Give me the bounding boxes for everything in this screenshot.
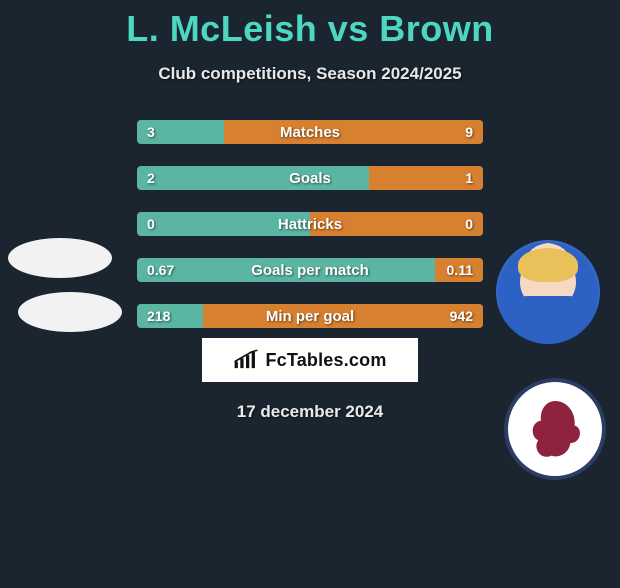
player-right-avatar — [496, 240, 600, 344]
stat-right-value: 9 — [465, 124, 473, 140]
stat-left-value: 0.67 — [147, 262, 174, 278]
stat-label: Matches — [280, 124, 340, 141]
stat-label: Hattricks — [278, 216, 342, 233]
stat-left-value: 2 — [147, 170, 155, 186]
stat-row-matches: 3 Matches 9 — [137, 120, 483, 144]
club-left-badge — [18, 292, 122, 332]
stat-label: Min per goal — [266, 308, 354, 325]
stat-label: Goals per match — [251, 262, 369, 279]
stat-right-value: 1 — [465, 170, 473, 186]
stat-label: Goals — [289, 170, 331, 187]
stat-right-value: 0.11 — [447, 262, 473, 278]
stat-left-value: 218 — [147, 308, 170, 324]
stat-row-goals: 2 Goals 1 — [137, 166, 483, 190]
stat-right-value: 0 — [465, 216, 473, 232]
page-title: L. McLeish vs Brown — [0, 8, 620, 50]
lion-icon — [520, 394, 590, 464]
player-left-avatar — [8, 238, 112, 278]
bars-icon — [233, 349, 259, 371]
stat-row-mpg: 218 Min per goal 942 — [137, 304, 483, 328]
stats-area: 3 Matches 9 2 Goals 1 0 Hattricks 0 0.67… — [0, 120, 620, 328]
brand-text: FcTables.com — [265, 350, 386, 371]
stat-right-value: 942 — [450, 308, 473, 324]
stat-bars: 3 Matches 9 2 Goals 1 0 Hattricks 0 0.67… — [137, 120, 483, 328]
page-subtitle: Club competitions, Season 2024/2025 — [0, 64, 620, 84]
stat-left-value: 3 — [147, 124, 155, 140]
stat-left-value: 0 — [147, 216, 155, 232]
stat-row-hattricks: 0 Hattricks 0 — [137, 212, 483, 236]
stat-row-gpm: 0.67 Goals per match 0.11 — [137, 258, 483, 282]
brand-badge[interactable]: FcTables.com — [202, 338, 418, 382]
bar-fill-right — [224, 120, 484, 144]
club-right-badge — [504, 378, 606, 480]
